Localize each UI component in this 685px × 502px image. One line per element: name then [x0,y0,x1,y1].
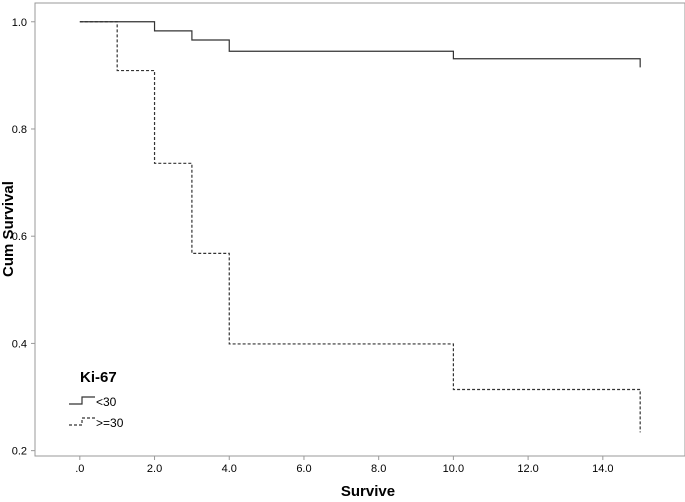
series-line-ge30 [79,21,641,433]
x-tick-label: 12.0 [517,463,538,475]
x-tick-label: 14.0 [592,463,613,475]
series-line-lt30 [79,21,641,68]
x-axis-title: Survive [341,483,395,500]
x-tick-label: 8.0 [371,463,386,475]
y-tick-label: 0.4 [12,338,27,350]
plot-frame [34,2,685,457]
legend-title: Ki-67 [80,369,117,386]
legend-label-lt30: <30 [96,395,117,409]
x-tick-label: 4.0 [222,463,237,475]
legend-swatch-lt30 [69,396,95,405]
y-tick-label: 0.6 [12,231,27,243]
x-tick-label: .0 [75,463,84,475]
y-tick-label: 0.2 [12,446,27,458]
x-tick-label: 10.0 [443,463,464,475]
legend-swatch-ge30 [69,417,95,426]
y-tick-label: 0.8 [12,124,27,136]
legend-label-ge30: >=30 [96,416,124,430]
x-axis-ticks: .0 2.0 4.0 6.0 8.0 10.0 12.0 14.0 [75,456,614,475]
series-layer [79,21,641,433]
x-tick-label: 6.0 [296,463,311,475]
y-tick-label: 1.0 [12,17,27,29]
legend: Ki-67 <30 >=30 [69,369,124,430]
y-axis-ticks: 0.2 0.4 0.6 0.8 1.0 [12,17,35,458]
x-tick-label: 2.0 [147,463,162,475]
y-axis-title: Cum Survival [0,181,17,277]
